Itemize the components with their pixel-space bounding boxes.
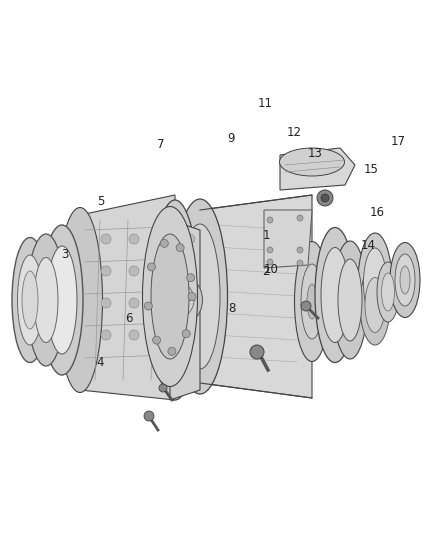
Text: 1: 1 bbox=[262, 229, 270, 242]
Circle shape bbox=[157, 298, 167, 308]
Ellipse shape bbox=[12, 238, 48, 362]
Ellipse shape bbox=[279, 148, 345, 176]
Circle shape bbox=[185, 266, 195, 276]
Ellipse shape bbox=[151, 234, 189, 359]
Text: 3: 3 bbox=[61, 248, 68, 261]
Circle shape bbox=[187, 273, 194, 281]
Circle shape bbox=[185, 234, 195, 244]
Circle shape bbox=[101, 330, 111, 340]
Ellipse shape bbox=[18, 255, 42, 345]
Ellipse shape bbox=[400, 266, 410, 294]
Polygon shape bbox=[264, 210, 312, 268]
Ellipse shape bbox=[173, 199, 227, 394]
Ellipse shape bbox=[41, 225, 83, 375]
Circle shape bbox=[297, 247, 303, 253]
Ellipse shape bbox=[381, 273, 395, 311]
Text: 17: 17 bbox=[390, 135, 405, 148]
Circle shape bbox=[129, 330, 139, 340]
Ellipse shape bbox=[159, 232, 191, 367]
Ellipse shape bbox=[27, 234, 65, 366]
Circle shape bbox=[267, 247, 273, 253]
Ellipse shape bbox=[307, 284, 317, 319]
Ellipse shape bbox=[377, 262, 399, 322]
Circle shape bbox=[152, 336, 161, 344]
Circle shape bbox=[101, 298, 111, 308]
Text: 12: 12 bbox=[287, 126, 302, 139]
Circle shape bbox=[188, 293, 196, 301]
Text: 13: 13 bbox=[308, 147, 323, 160]
Text: 11: 11 bbox=[258, 98, 272, 110]
Ellipse shape bbox=[390, 243, 420, 318]
Text: 10: 10 bbox=[263, 263, 278, 276]
Circle shape bbox=[101, 234, 111, 244]
Circle shape bbox=[157, 234, 167, 244]
Circle shape bbox=[267, 217, 273, 223]
Circle shape bbox=[297, 260, 303, 266]
Ellipse shape bbox=[151, 200, 199, 400]
Ellipse shape bbox=[47, 246, 77, 354]
Ellipse shape bbox=[34, 257, 58, 343]
Polygon shape bbox=[280, 148, 355, 190]
Circle shape bbox=[297, 215, 303, 221]
Circle shape bbox=[185, 330, 195, 340]
Circle shape bbox=[145, 302, 152, 310]
Circle shape bbox=[182, 329, 190, 338]
Circle shape bbox=[168, 348, 176, 356]
Ellipse shape bbox=[301, 264, 323, 339]
Ellipse shape bbox=[22, 271, 38, 329]
Ellipse shape bbox=[364, 248, 386, 318]
Polygon shape bbox=[170, 220, 200, 400]
Ellipse shape bbox=[180, 224, 220, 369]
Circle shape bbox=[176, 244, 184, 252]
Ellipse shape bbox=[148, 272, 202, 327]
Ellipse shape bbox=[332, 241, 367, 359]
Ellipse shape bbox=[360, 265, 390, 345]
Ellipse shape bbox=[321, 247, 349, 343]
Circle shape bbox=[185, 298, 195, 308]
Text: 7: 7 bbox=[157, 139, 165, 151]
Text: 15: 15 bbox=[364, 163, 379, 176]
Ellipse shape bbox=[338, 259, 362, 341]
Circle shape bbox=[129, 266, 139, 276]
Circle shape bbox=[101, 266, 111, 276]
Text: 9: 9 bbox=[227, 132, 235, 145]
Text: 14: 14 bbox=[360, 239, 375, 252]
Ellipse shape bbox=[57, 207, 102, 392]
Text: 4: 4 bbox=[96, 356, 104, 369]
Circle shape bbox=[250, 345, 264, 359]
Circle shape bbox=[157, 330, 167, 340]
Circle shape bbox=[144, 411, 154, 421]
Circle shape bbox=[129, 298, 139, 308]
Text: 2: 2 bbox=[262, 265, 270, 278]
Ellipse shape bbox=[365, 278, 385, 333]
Circle shape bbox=[157, 266, 167, 276]
Ellipse shape bbox=[294, 241, 329, 361]
Ellipse shape bbox=[358, 233, 392, 333]
Ellipse shape bbox=[142, 206, 198, 386]
Circle shape bbox=[129, 234, 139, 244]
Circle shape bbox=[317, 190, 333, 206]
Polygon shape bbox=[80, 195, 175, 400]
Ellipse shape bbox=[156, 281, 194, 319]
Ellipse shape bbox=[395, 254, 415, 306]
Circle shape bbox=[321, 194, 329, 202]
Circle shape bbox=[148, 263, 155, 271]
Circle shape bbox=[301, 301, 311, 311]
Circle shape bbox=[159, 384, 167, 392]
Text: 16: 16 bbox=[370, 206, 385, 219]
Text: 8: 8 bbox=[229, 302, 236, 314]
Ellipse shape bbox=[315, 228, 355, 362]
Polygon shape bbox=[200, 195, 312, 398]
Text: 5: 5 bbox=[97, 195, 104, 208]
Circle shape bbox=[160, 239, 168, 247]
Text: 6: 6 bbox=[125, 312, 133, 325]
Circle shape bbox=[267, 259, 273, 265]
